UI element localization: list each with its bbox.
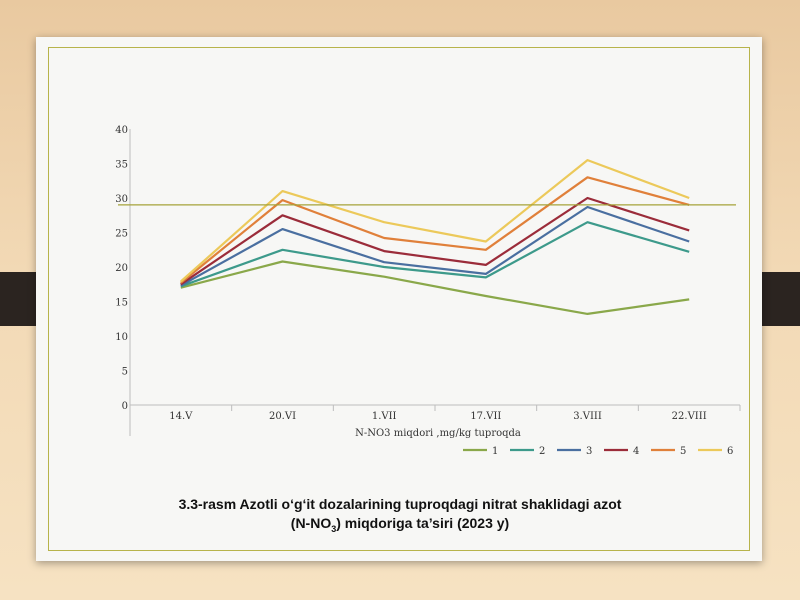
legend-label-6: 6 xyxy=(727,446,733,457)
figure-caption: 3.3-rasm Azotli o‘g‘it dozalarining tupr… xyxy=(150,495,650,539)
y-tick-label: 15 xyxy=(115,298,128,309)
x-tick-label: 22.VIII xyxy=(672,411,707,422)
caption-line-1: 3.3-rasm Azotli o‘g‘it dozalarining tupr… xyxy=(178,496,622,512)
legend: 1 2 3 4 5 6 xyxy=(463,446,733,457)
y-tick-label: 35 xyxy=(115,160,128,171)
legend-label-5: 5 xyxy=(680,446,686,457)
x-tick-label: 20.VI xyxy=(269,411,296,422)
x-tick-label: 1.VII xyxy=(372,411,397,422)
y-tick-label: 40 xyxy=(115,125,128,136)
x-tick-label: 3.VIII xyxy=(573,411,602,422)
y-tick-label: 30 xyxy=(115,194,128,205)
y-tick-label: 20 xyxy=(115,263,128,274)
caption-line-2-pre: (N-NO xyxy=(290,515,332,531)
series-line-2 xyxy=(180,221,690,288)
y-tick-label: 25 xyxy=(115,229,128,240)
series-line-4 xyxy=(180,196,690,286)
x-tick-label: 14.V xyxy=(169,411,193,422)
series-line-5 xyxy=(180,176,690,284)
caption-subscript: 3 xyxy=(331,523,337,534)
y-tick-label: 0 xyxy=(122,401,128,412)
caption-line-2: (N-NO3) miqdoriga ta’siri (2023 y) xyxy=(150,514,650,539)
slide-border xyxy=(48,47,750,551)
y-tick-label: 5 xyxy=(122,367,128,378)
chart-axes xyxy=(129,129,741,436)
legend-label-3: 3 xyxy=(586,446,592,457)
legend-label-1: 1 xyxy=(492,446,498,457)
x-tick-labels: 14.V 20.VI 1.VII 17.VII 3.VIII 22.VIII xyxy=(169,411,706,422)
legend-label-2: 2 xyxy=(539,446,545,457)
caption-line-2-post: ) miqdoriga ta’siri (2023 y) xyxy=(336,515,510,531)
series-lines xyxy=(180,159,690,315)
series-line-3 xyxy=(180,205,690,287)
y-tick-labels: 0 5 10 15 20 25 30 35 40 xyxy=(115,125,128,412)
y-tick-label: 10 xyxy=(115,332,128,343)
series-line-1 xyxy=(180,260,690,315)
x-axis-label: N-NO3 miqdori ,mg/kg tuproqda xyxy=(355,428,521,439)
slide xyxy=(36,37,762,561)
series-line-6 xyxy=(180,159,690,283)
legend-label-4: 4 xyxy=(633,446,639,457)
x-tick-label: 17.VII xyxy=(470,411,501,422)
